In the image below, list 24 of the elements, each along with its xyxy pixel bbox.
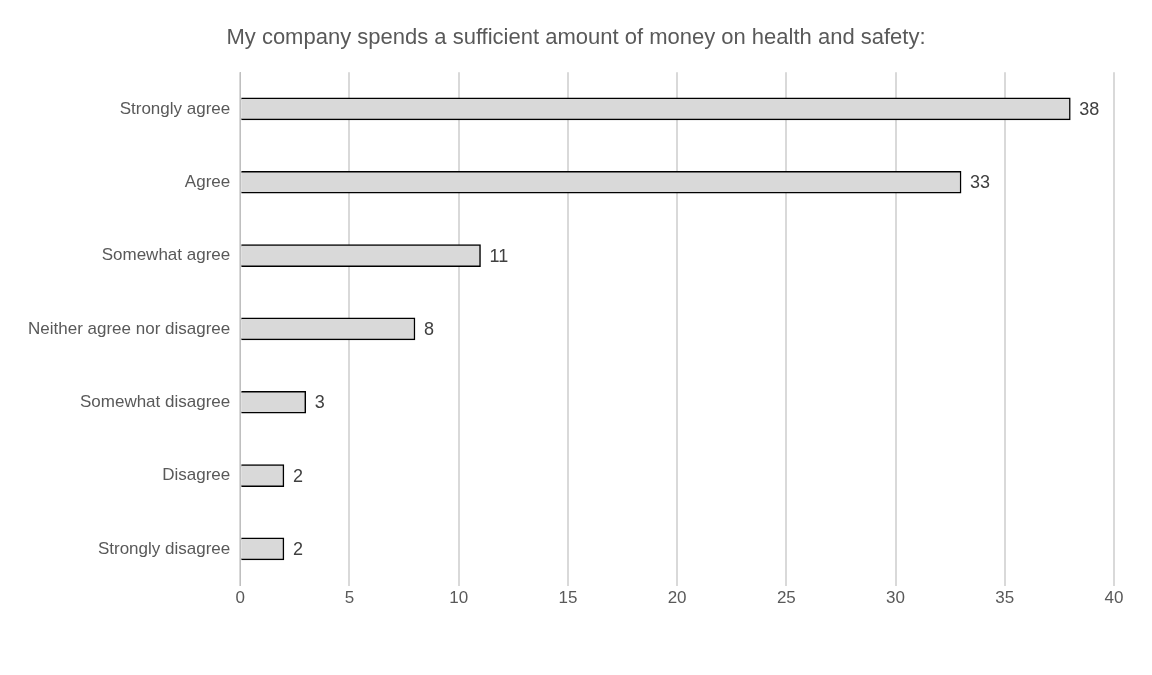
x-tick-label: 0 xyxy=(235,588,245,608)
y-tick-label: Somewhat agree xyxy=(101,245,231,265)
x-tick-label: 5 xyxy=(344,588,355,608)
x-tick-label: 30 xyxy=(886,588,906,608)
y-tick-label: Agree xyxy=(184,171,231,191)
data-label: 11 xyxy=(489,245,509,266)
y-tick-label: Somewhat disagree xyxy=(79,391,231,411)
x-tick-label: 15 xyxy=(558,588,578,608)
x-tick-label: 20 xyxy=(667,588,687,608)
data-label: 3 xyxy=(314,392,325,413)
data-label: 2 xyxy=(292,538,303,559)
y-tick-label: Strongly agree xyxy=(119,98,231,118)
x-tick-label: 10 xyxy=(449,588,469,608)
y-tick-label: Disagree xyxy=(162,465,231,485)
chart-title: My company spends a sufficient amount of money on health and safety: xyxy=(225,23,927,51)
y-tick-label: Strongly disagree xyxy=(97,538,231,558)
data-label: 2 xyxy=(292,465,303,486)
x-tick-label: 35 xyxy=(995,588,1015,608)
data-label: 33 xyxy=(970,172,991,193)
data-label: 8 xyxy=(423,318,434,339)
data-label: 38 xyxy=(1079,98,1100,119)
x-tick-label: 25 xyxy=(776,588,796,608)
x-tick-label: 40 xyxy=(1104,588,1124,608)
y-tick-label: Neither agree nor disagree xyxy=(28,318,231,338)
